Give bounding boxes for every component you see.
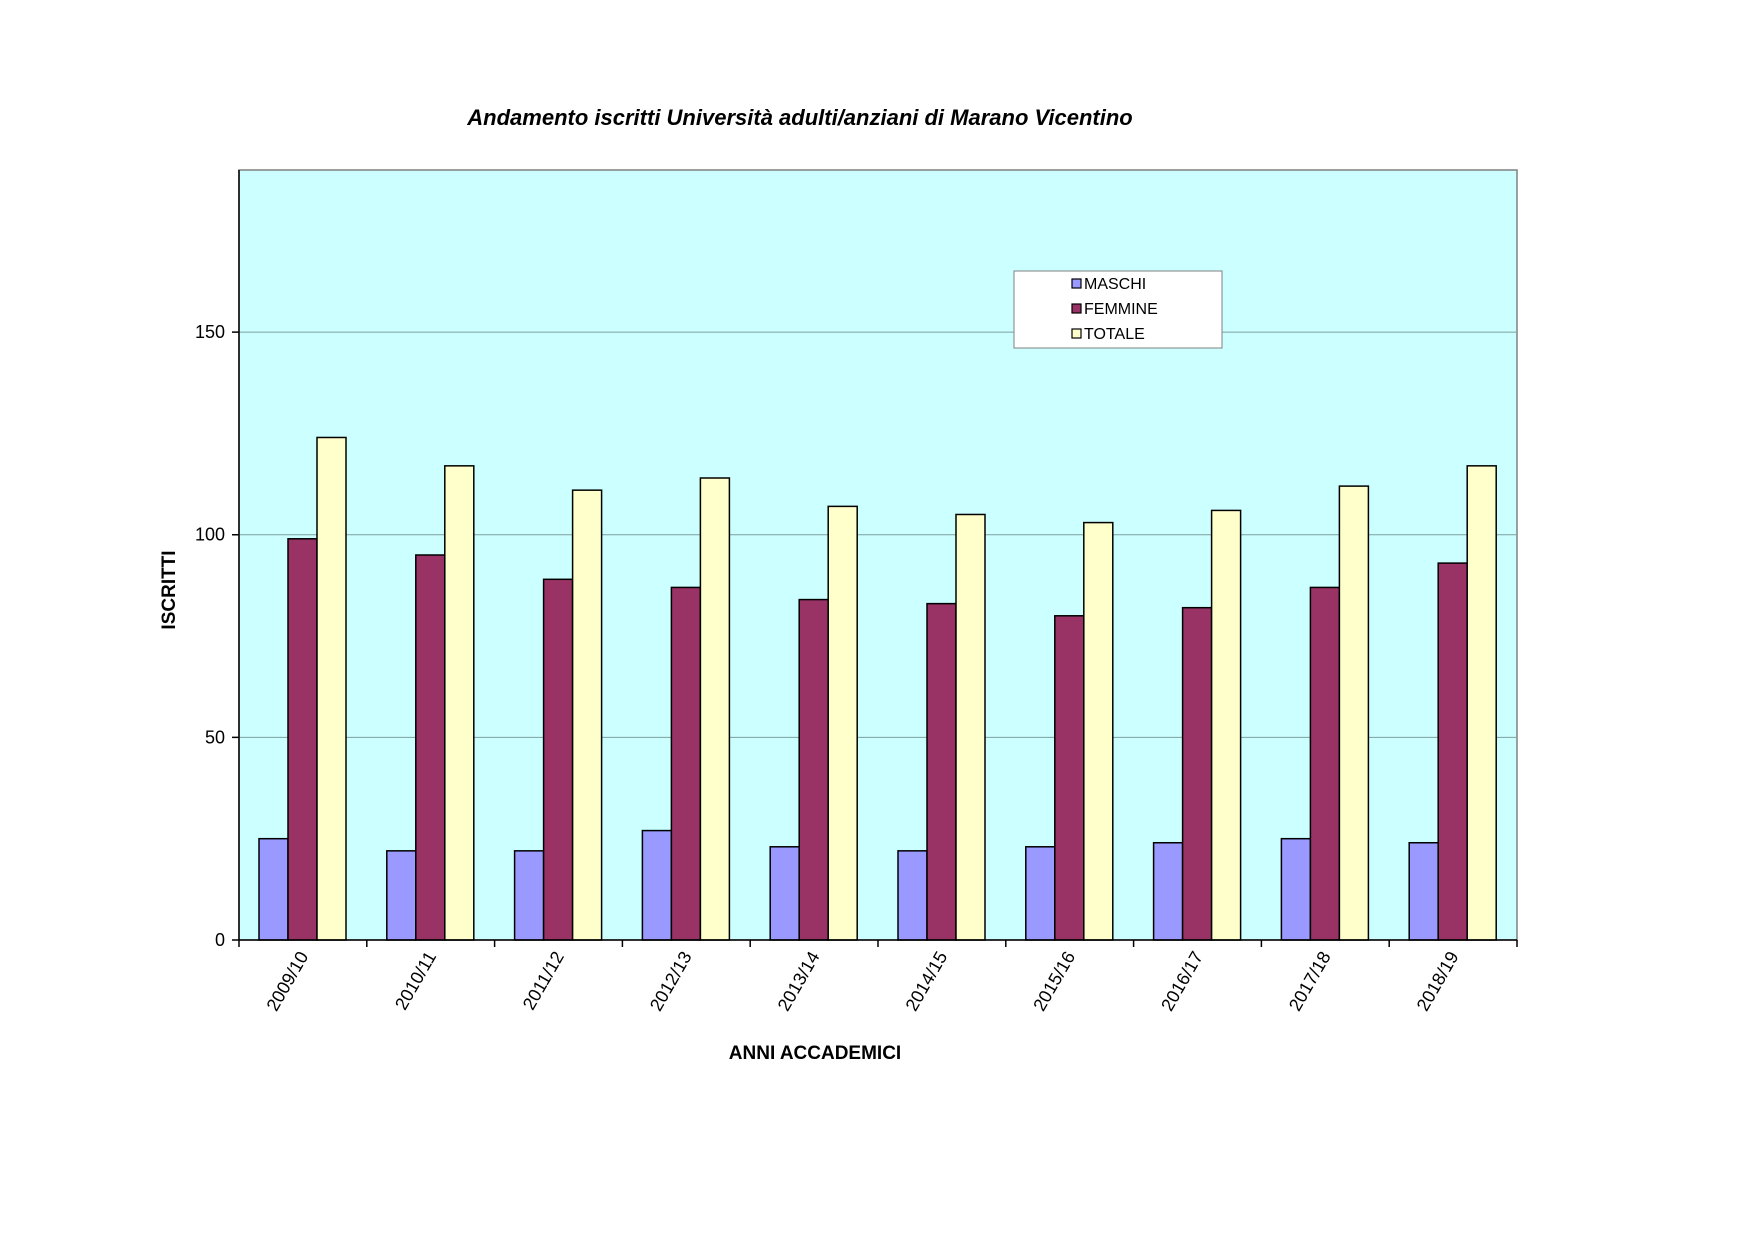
- bar-totale: [827, 505, 858, 941]
- bar-maschi: [513, 850, 545, 941]
- bar-femmine: [1181, 606, 1213, 941]
- bar-maschi: [769, 846, 800, 941]
- x-tick-label: 2012/13: [646, 948, 696, 1014]
- legend: MASCHI FEMMINE TOTALE: [1013, 270, 1223, 349]
- legend-swatch-femmine: [1071, 303, 1082, 314]
- y-tick-label: 50: [205, 727, 225, 747]
- y-tick-label: 150: [195, 322, 225, 342]
- bar-totale: [955, 513, 986, 941]
- bar-femmine: [415, 554, 446, 941]
- x-axis: 2009/10 2010/11 2011/12 2012/13 2013/14 2014/…: [238, 939, 1518, 1014]
- legend-label-femmine: FEMMINE: [1084, 301, 1158, 318]
- bar-femmine: [1054, 615, 1085, 941]
- legend-label-maschi: MASCHI: [1084, 276, 1146, 293]
- bar-femmine: [1309, 586, 1341, 941]
- legend-label-totale: TOTALE: [1084, 326, 1145, 343]
- y-tick-label: 100: [195, 525, 225, 545]
- bar-femmine: [670, 586, 702, 941]
- bar-femmine: [287, 538, 318, 941]
- x-tick-label: 2013/14: [774, 948, 824, 1014]
- x-tick-label: 2015/16: [1029, 948, 1079, 1014]
- bar-totale: [444, 465, 475, 941]
- bar-maschi: [258, 837, 289, 941]
- y-tick-label: 0: [215, 930, 225, 950]
- bar-maschi: [897, 850, 928, 941]
- x-tick-label: 2014/15: [902, 948, 952, 1014]
- bar-femmine: [926, 602, 957, 941]
- x-tick-label: 2016/17: [1157, 948, 1207, 1014]
- bar-totale: [316, 436, 347, 941]
- x-tick-label: 2017/18: [1285, 948, 1335, 1014]
- bar-femmine: [1437, 562, 1468, 941]
- bar-totale: [1210, 509, 1242, 941]
- legend-box: [1013, 270, 1223, 349]
- bar-totale: [699, 477, 731, 941]
- bar-maschi: [386, 850, 417, 941]
- bar-totale: [1466, 465, 1497, 941]
- legend-swatch-maschi: [1071, 278, 1082, 289]
- bar-maschi: [1408, 841, 1439, 941]
- bars: [258, 436, 1497, 941]
- legend-swatch-totale: [1071, 328, 1082, 339]
- bar-totale: [1083, 521, 1114, 941]
- bar-femmine: [798, 598, 829, 941]
- x-tick-label: 2010/11: [391, 948, 440, 1013]
- bar-maschi: [1280, 837, 1312, 941]
- y-axis-label: ISCRITTI: [159, 550, 180, 629]
- bar-maschi: [641, 829, 673, 941]
- bar-femmine: [542, 578, 574, 941]
- chart-title: Andamento iscritti Università adulti/anz…: [466, 105, 1132, 130]
- x-tick-label: 2018/19: [1413, 948, 1463, 1014]
- x-tick-label: 2009/10: [263, 948, 313, 1014]
- x-tick-label: 2011/12: [519, 948, 568, 1013]
- bar-totale: [571, 489, 603, 941]
- y-axis: 0 50 100 150: [195, 170, 240, 950]
- bar-totale: [1338, 485, 1370, 941]
- bar-maschi: [1025, 846, 1056, 941]
- bar-maschi: [1152, 841, 1184, 941]
- x-axis-label: ANNI ACCADEMICI: [729, 1043, 901, 1064]
